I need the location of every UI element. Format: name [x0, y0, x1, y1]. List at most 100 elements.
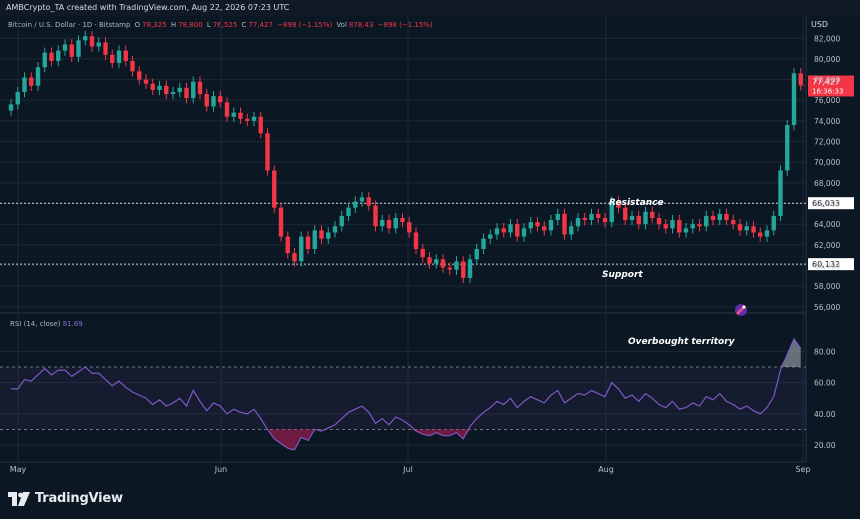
high-label: H — [170, 21, 177, 29]
candle — [272, 165, 277, 213]
low-label: L — [206, 21, 211, 29]
candle — [447, 262, 452, 275]
brand-name: TradingView — [35, 491, 123, 506]
candle — [197, 76, 203, 100]
y-tick-label: 58,000 — [814, 282, 840, 291]
candle — [636, 210, 641, 230]
candle — [157, 80, 162, 96]
candle — [143, 74, 149, 89]
y-tick-label: 80,000 — [814, 55, 840, 64]
y-tick-label: 70,000 — [814, 158, 840, 167]
candle — [656, 212, 662, 230]
candle — [650, 206, 655, 224]
y-tick-label: 56,000 — [814, 303, 840, 312]
candle — [785, 119, 790, 176]
candle — [575, 212, 581, 232]
candle — [562, 208, 567, 240]
candle — [393, 212, 398, 234]
candle — [683, 223, 689, 238]
candle — [737, 219, 743, 236]
candle — [56, 45, 61, 67]
candle — [515, 219, 520, 242]
candle — [596, 208, 601, 224]
candle — [312, 225, 317, 255]
candle — [224, 97, 230, 122]
candle — [49, 47, 54, 67]
low-value: 76,525 — [212, 21, 238, 29]
candle — [238, 107, 243, 124]
candle — [555, 208, 560, 226]
candle — [103, 37, 108, 60]
candle — [326, 227, 331, 244]
candle — [764, 225, 770, 242]
overbought-annotation: Overbought territory — [628, 337, 736, 347]
y-tick-label: 66,000 — [814, 200, 840, 209]
support-annotation: Support — [602, 270, 643, 280]
candle — [744, 221, 749, 236]
open-label: O — [134, 21, 141, 29]
candle — [69, 39, 74, 63]
candle — [380, 214, 385, 232]
candle — [15, 86, 20, 110]
candle — [670, 214, 675, 234]
candle — [332, 221, 338, 238]
rsi-line — [11, 337, 802, 451]
candle — [116, 45, 122, 69]
candle — [623, 202, 628, 226]
currency-label[interactable]: USD — [811, 20, 829, 29]
candle — [501, 223, 506, 238]
candle — [359, 192, 365, 207]
change-value: −898 (−1.15%) — [277, 21, 333, 29]
candle — [89, 31, 95, 52]
x-tick-label: Jun — [214, 465, 228, 474]
candle — [461, 256, 466, 284]
candle — [278, 202, 284, 242]
symbol-name[interactable]: Bitcoin / U.S. Dollar · 1D · Bitstamp — [8, 21, 131, 29]
y-tick-label: 76,000 — [814, 96, 840, 105]
y-tick-label: 68,000 — [814, 179, 840, 188]
candle — [616, 196, 621, 213]
resistance-annotation: Resistance — [609, 198, 664, 208]
symbol-legend: Bitcoin / U.S. Dollar · 1D · Bitstamp O 7… — [8, 21, 435, 29]
candle — [8, 99, 14, 116]
rsi-tick-label: 80.00 — [814, 347, 836, 356]
candle — [76, 35, 81, 63]
candle — [407, 216, 412, 238]
candle — [258, 111, 263, 139]
top-bar: AMBCrypto_TA created with TradingView.co… — [0, 0, 860, 16]
candle — [427, 252, 432, 269]
candle — [481, 233, 486, 255]
candle — [467, 254, 473, 284]
candle — [690, 219, 695, 234]
candle — [643, 206, 648, 230]
candle — [440, 254, 446, 273]
candle — [454, 256, 459, 275]
rsi-legend[interactable]: RSI (14, close) 81.69 — [10, 320, 83, 328]
tradingview-logo[interactable]: TradingView — [8, 491, 123, 506]
candle — [589, 208, 594, 226]
candle — [218, 90, 223, 108]
level-tag — [808, 258, 854, 271]
vol-change-value: −898 (−1.15%) — [377, 21, 433, 29]
rsi-value: 81.69 — [62, 320, 83, 328]
candle — [366, 192, 371, 211]
y-tick-label: 62,000 — [814, 241, 840, 250]
candle — [299, 231, 304, 267]
candle — [400, 212, 405, 228]
candle — [184, 82, 189, 104]
vol-label: Vol — [336, 21, 347, 29]
candle — [791, 68, 797, 131]
candle — [758, 227, 763, 242]
candle — [582, 212, 587, 226]
candle — [305, 231, 311, 255]
chart-credit: AMBCrypto_TA created with TradingView.co… — [6, 3, 290, 12]
candle — [731, 214, 736, 230]
candle — [204, 88, 209, 112]
y-tick-label: 60,000 — [814, 262, 840, 271]
x-tick-label: Jul — [402, 465, 413, 474]
candle — [170, 86, 176, 100]
candle — [528, 216, 533, 234]
candle — [488, 229, 493, 244]
rsi-oversold-fill — [267, 429, 470, 450]
